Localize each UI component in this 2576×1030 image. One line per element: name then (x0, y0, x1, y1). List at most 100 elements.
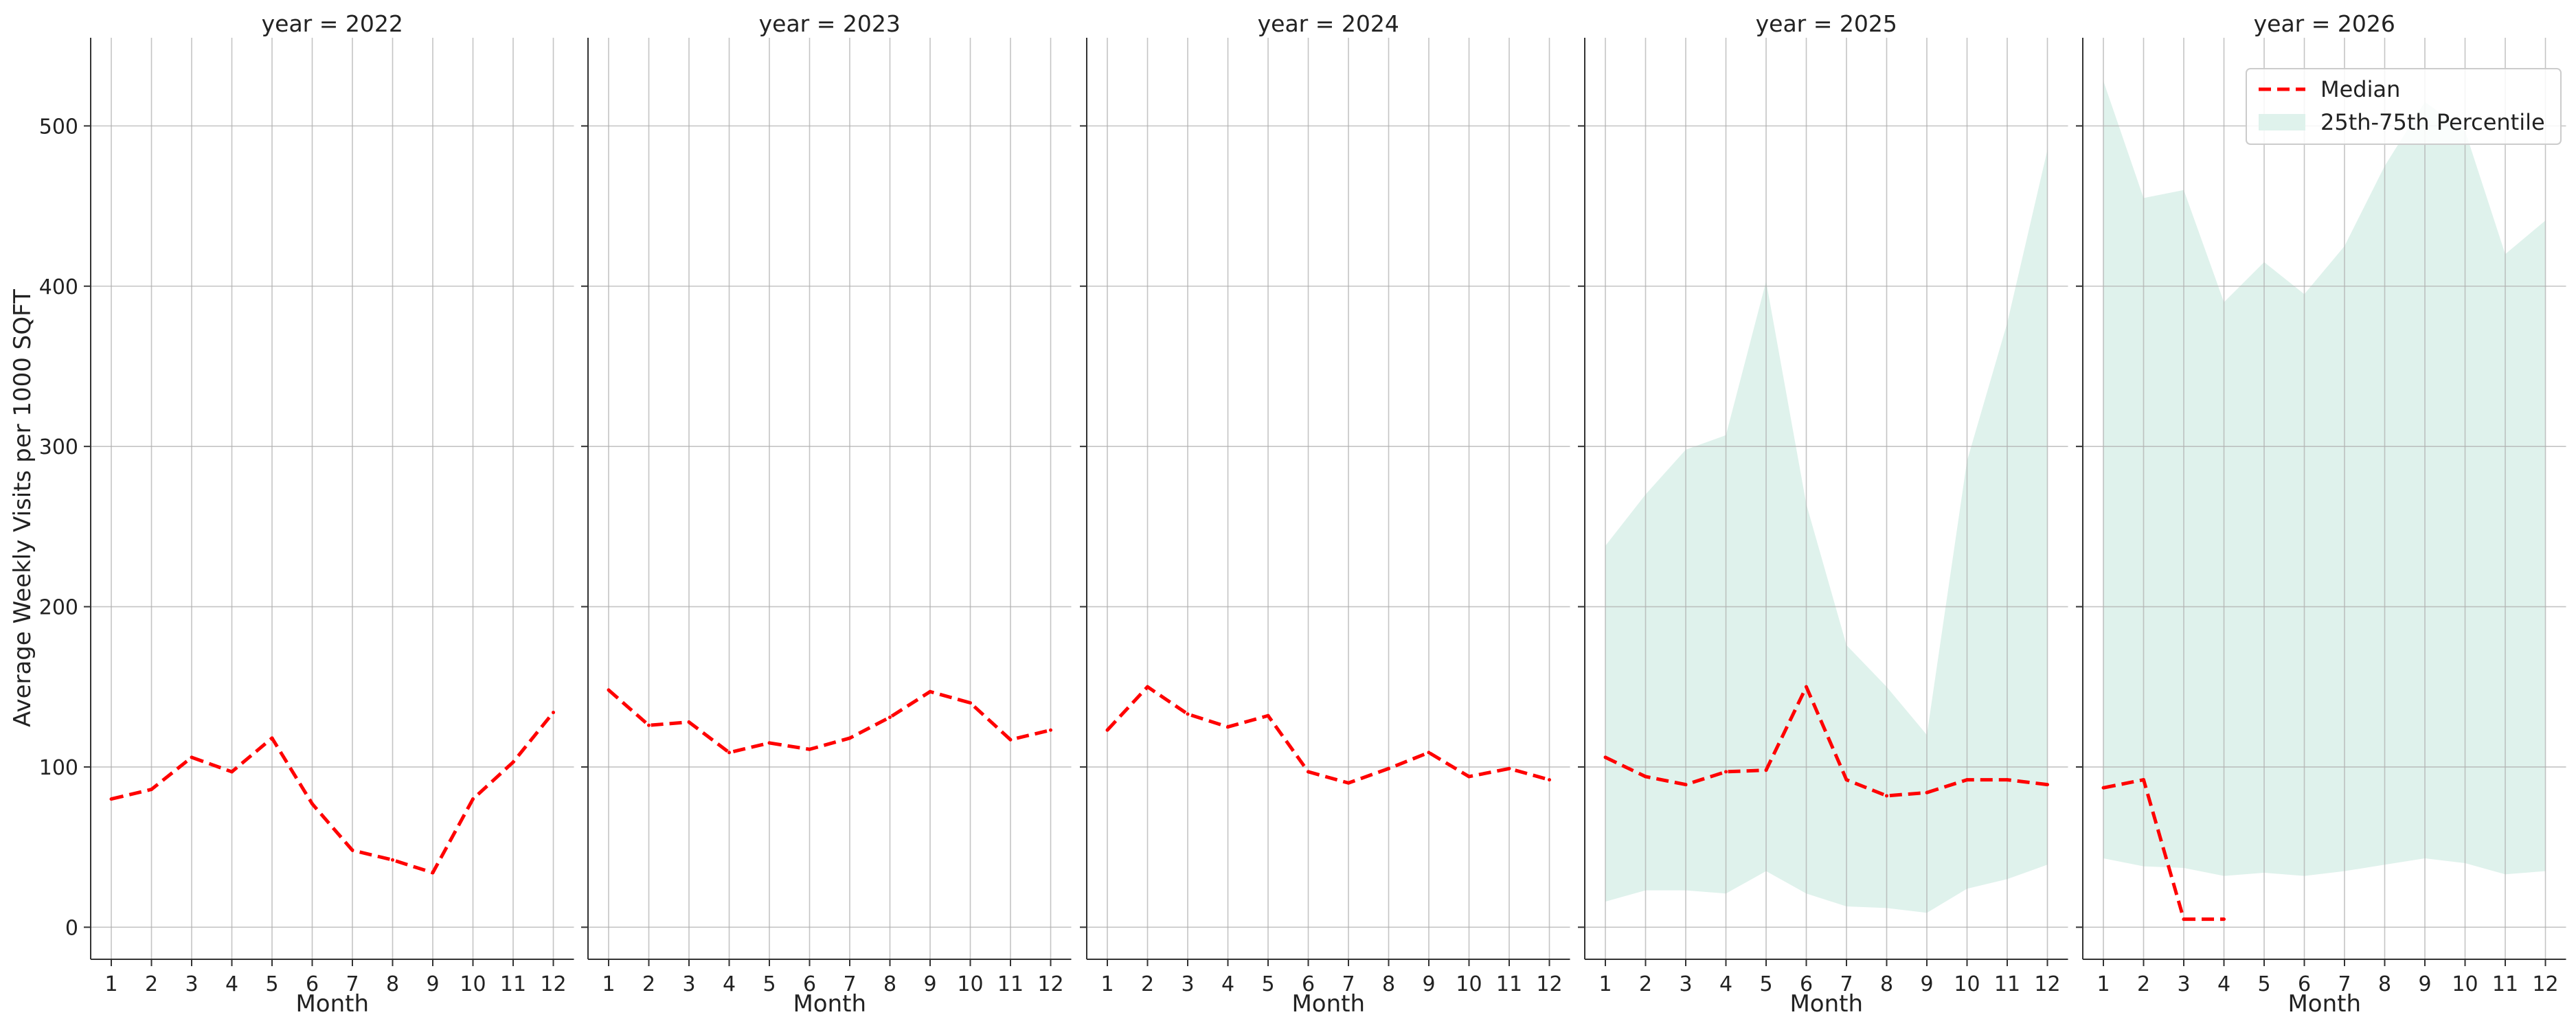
x-tick-label: 9 (923, 972, 936, 996)
median-point (808, 747, 811, 751)
median-line (111, 711, 555, 875)
median-point (2046, 783, 2049, 787)
median-point (1764, 768, 1768, 772)
x-tick-label: 11 (1496, 972, 1522, 996)
x-tick-label: 11 (997, 972, 1024, 996)
x-tick-label: 4 (1221, 972, 1234, 996)
x-tick-label: 6 (2298, 972, 2311, 996)
x-tick-label: 8 (1880, 972, 1893, 996)
median-point (2182, 917, 2186, 922)
median-point (1427, 751, 1431, 755)
x-tick-label: 3 (2177, 972, 2190, 996)
x-axis-label: Month (1291, 990, 1365, 1018)
iqr-band (2103, 81, 2546, 876)
y-tick-label: 200 (39, 596, 78, 620)
panel-title: year = 2022 (262, 10, 403, 37)
median-point (1684, 783, 1688, 787)
x-tick-label: 6 (803, 972, 816, 996)
x-tick-label: 1 (1598, 972, 1612, 996)
median-point (1603, 755, 1607, 759)
x-tick-label: 3 (185, 972, 198, 996)
panel-title: year = 2026 (2254, 10, 2395, 37)
x-tick-label: 8 (2378, 972, 2391, 996)
legend-band-swatch (2259, 114, 2305, 130)
x-tick-label: 12 (540, 972, 566, 996)
median-point (1548, 778, 1551, 782)
median-point (1844, 778, 1849, 782)
median-point (1266, 713, 1270, 718)
median-point (1049, 728, 1052, 732)
x-tick-label: 10 (2452, 972, 2478, 996)
x-tick-label: 3 (1679, 972, 1692, 996)
median-point (431, 871, 435, 875)
median-point (1467, 775, 1471, 779)
median-point (1307, 770, 1310, 774)
median-point (350, 848, 354, 852)
median-point (391, 858, 394, 862)
median-point (727, 751, 731, 755)
x-tick-label: 6 (306, 972, 319, 996)
median-point (1925, 790, 1929, 794)
median-point (2222, 917, 2226, 922)
x-tick-label: 10 (1954, 972, 1980, 996)
x-tick-label: 4 (1719, 972, 1732, 996)
median-point (1226, 725, 1230, 729)
x-tick-label: 8 (1382, 972, 1395, 996)
x-tick-label: 9 (1422, 972, 1435, 996)
x-tick-label: 5 (762, 972, 776, 996)
median-point (1805, 685, 1808, 689)
x-tick-label: 5 (265, 972, 278, 996)
x-tick-label: 4 (2217, 972, 2230, 996)
x-tick-label: 11 (1994, 972, 2020, 996)
median-point (2101, 786, 2105, 790)
y-tick-label: 100 (39, 756, 78, 780)
legend-frame (2246, 68, 2562, 145)
median-point (2005, 778, 2009, 782)
x-tick-label: 12 (1536, 972, 1562, 996)
x-tick-label: 1 (104, 972, 117, 996)
x-tick-label: 11 (2492, 972, 2518, 996)
x-tick-label: 8 (883, 972, 896, 996)
median-line (1106, 685, 1550, 785)
median-point (1105, 728, 1109, 732)
x-axis-label: Month (1789, 990, 1863, 1018)
x-tick-label: 1 (2097, 972, 2110, 996)
median-point (552, 711, 555, 715)
y-tick-label: 400 (39, 275, 78, 299)
x-tick-label: 5 (1759, 972, 1772, 996)
x-tick-label: 2 (642, 972, 655, 996)
median-point (928, 689, 932, 694)
y-tick-label: 300 (39, 435, 78, 459)
median-point (511, 760, 515, 764)
x-tick-label: 4 (225, 972, 238, 996)
iqr-band (1605, 150, 2048, 913)
x-axis-label: Month (295, 990, 369, 1018)
median-point (848, 736, 852, 740)
y-tick-label: 500 (39, 115, 78, 139)
x-tick-label: 6 (1800, 972, 1813, 996)
x-tick-label: 5 (1261, 972, 1274, 996)
median-point (1885, 794, 1888, 798)
x-tick-label: 1 (1100, 972, 1114, 996)
median-point (1346, 781, 1351, 785)
x-tick-label: 9 (426, 972, 439, 996)
x-tick-label: 9 (2418, 972, 2431, 996)
x-tick-label: 2 (145, 972, 158, 996)
median-point (1724, 770, 1728, 774)
legend-band-label: 25th-75th Percentile (2320, 109, 2545, 135)
median-point (607, 688, 611, 692)
x-tick-label: 7 (2338, 972, 2351, 996)
x-tick-label: 6 (1302, 972, 1315, 996)
median-point (647, 723, 651, 727)
x-axis-label: Month (2287, 990, 2361, 1018)
x-tick-label: 3 (682, 972, 695, 996)
x-tick-label: 3 (1181, 972, 1194, 996)
panel-title: year = 2023 (759, 10, 901, 37)
x-tick-label: 2 (1639, 972, 1652, 996)
median-point (109, 797, 113, 801)
x-tick-label: 1 (602, 972, 615, 996)
